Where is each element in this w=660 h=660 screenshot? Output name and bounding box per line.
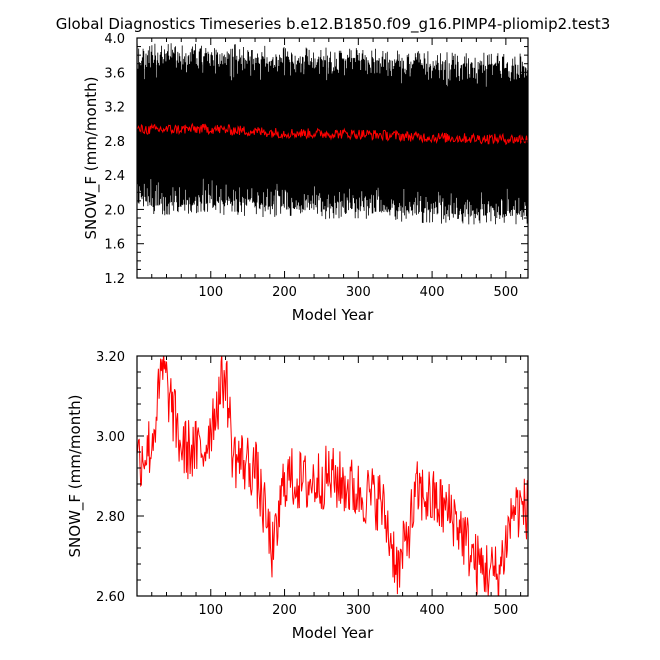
annual-mean-line: [137, 122, 528, 146]
x-axis-label: Model Year: [292, 306, 374, 324]
annual-mean-line: [137, 356, 528, 596]
x-tick-label: 400: [420, 603, 445, 618]
top-panel-monthly-timeseries: 100 200 300 400 500 1.2 1.6 2.0 2.4 2.8 3.2 3.6 4.0 M…: [82, 32, 529, 324]
x-axis-label: Model Year: [292, 624, 374, 642]
y-tick-label: 3.00: [96, 430, 125, 445]
x-tick-label: 500: [493, 285, 518, 300]
y-axis-label: SNOW_F (mm/month): [66, 395, 85, 558]
x-tick-label: 300: [346, 285, 371, 300]
y-tick-label: 2.80: [96, 510, 125, 525]
x-tick-label: 300: [346, 603, 371, 618]
x-tick-label: 100: [198, 285, 223, 300]
plot-frame: [136, 355, 529, 597]
y-tick-label: 2.0: [104, 203, 125, 218]
bottom-panel-annual-timeseries: 100 200 300 400 500 2.60 2.80 3.00 3.20 Model Yea…: [66, 350, 529, 642]
y-tick-label: 2.8: [104, 135, 125, 150]
x-tick-label: 200: [272, 603, 297, 618]
x-tick-label: 100: [198, 603, 223, 618]
figure-title: Global Diagnostics Timeseries b.e12.B185…: [56, 15, 611, 34]
y-tick-label: 2.60: [96, 590, 125, 605]
x-tick-label: 400: [420, 285, 445, 300]
x-tick-label: 500: [493, 603, 518, 618]
y-tick-label: 3.2: [104, 101, 125, 116]
monthly-series-line: [137, 43, 528, 225]
plot-area: [137, 356, 528, 596]
y-tick-label: 1.6: [104, 238, 125, 253]
y-tick-label: 1.2: [104, 272, 125, 287]
y-tick-label: 3.20: [96, 350, 125, 365]
x-tick-label: 200: [272, 285, 297, 300]
plot-area: [137, 43, 528, 225]
y-tick-label: 3.6: [104, 66, 125, 81]
y-tick-label: 2.4: [104, 169, 125, 184]
y-axis-label: SNOW_F (mm/month): [82, 77, 101, 240]
y-tick-label: 4.0: [104, 32, 125, 47]
